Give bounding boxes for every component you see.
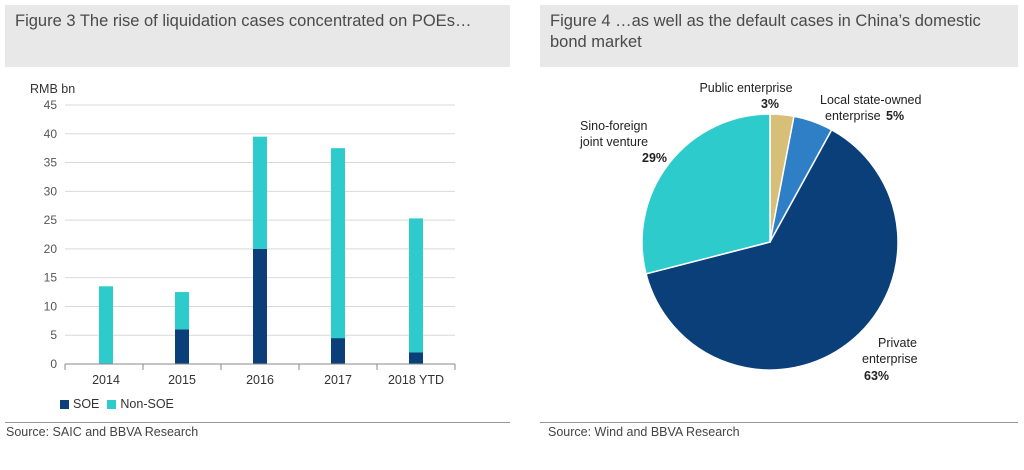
x-tick-label: 2017	[324, 373, 352, 387]
x-tick-label: 2015	[168, 373, 196, 387]
bar-soe	[175, 329, 189, 364]
pie-label-local-pct: 5%	[886, 109, 904, 123]
legend-label-non-soe: Non-SOE	[120, 397, 174, 411]
bar-non-soe	[409, 218, 423, 353]
x-tick-label: 2018 YTD	[388, 373, 444, 387]
pie-label-local-line1: Local state-owned	[820, 93, 922, 107]
x-tick-label: 2016	[246, 373, 274, 387]
stacked-bar-chart: 0 5 10 15 20 25 30 35 40 45 2014 2015 2016 2017 2018 Y…	[30, 82, 456, 387]
y-tick-label: 0	[50, 357, 57, 371]
left-chart-title: Figure 3 The rise of liquidation cases c…	[5, 5, 510, 67]
pie-label-sino-pct: 29%	[642, 151, 667, 165]
left-footer-rule	[5, 422, 510, 423]
pie-slice-sino	[641, 113, 771, 275]
x-tick-label: 2014	[92, 373, 120, 387]
y-tick-label: 35	[44, 156, 58, 170]
pie-label-public: Public enterprise 3%	[699, 81, 792, 111]
pie-label-public-name: Public enterprise	[699, 81, 792, 95]
pie-label-sino-line2: joint venture	[579, 135, 648, 149]
left-source-note: Source: SAIC and BBVA Research	[6, 425, 199, 439]
pie-label-private-pct: 63%	[864, 369, 889, 383]
bar-non-soe	[331, 148, 345, 339]
pie-label-sino-line1: Sino-foreign	[580, 119, 647, 133]
bar-legend: SOE Non-SOE	[60, 397, 174, 411]
legend-label-soe: SOE	[73, 397, 100, 411]
bar-soe	[331, 338, 345, 364]
pie-slices	[641, 113, 899, 371]
y-tick-label: 45	[44, 98, 58, 112]
pie-slice-private	[645, 128, 899, 371]
pie-label-public-pct: 3%	[761, 97, 779, 111]
right-source-note: Source: Wind and BBVA Research	[548, 425, 740, 439]
y-tick-label: 20	[44, 242, 58, 256]
pie-label-private: Private enterprise 63%	[862, 336, 918, 383]
bar-axis: 0 5 10 15 20 25 30 35 40 45 2014 2015 2016 2017 2018 Y…	[44, 98, 456, 387]
right-footer-rule	[540, 422, 1018, 423]
legend-item-soe: SOE	[60, 397, 99, 411]
pie-label-private-line2: enterprise	[862, 352, 918, 366]
y-tick-label: 40	[44, 127, 58, 141]
bar-non-soe	[99, 286, 113, 364]
legend-swatch-soe	[60, 399, 69, 409]
bar-soe	[409, 352, 423, 364]
pie-label-local-line2: enterprise	[825, 109, 881, 123]
y-tick-label: 15	[44, 271, 58, 285]
pie-label-sino: Sino-foreign joint venture 29%	[579, 119, 667, 165]
y-tick-label: 30	[44, 184, 58, 198]
y-tick-label: 10	[44, 299, 58, 313]
right-chart-title: Figure 4 …as well as the default cases i…	[540, 5, 1018, 67]
bar-non-soe	[253, 136, 267, 249]
bar-soe	[253, 248, 267, 364]
pie-chart: Public enterprise 3% Local state-owned e…	[579, 81, 922, 383]
y-tick-label: 25	[44, 213, 58, 227]
y-tick-label: 5	[50, 328, 57, 342]
y-axis-label: RMB bn	[30, 82, 75, 96]
bar-marks	[99, 136, 423, 364]
legend-swatch-non-soe	[107, 399, 117, 409]
pie-label-private-line1: Private	[878, 336, 917, 350]
pie-label-local: Local state-owned enterprise 5%	[820, 93, 922, 123]
legend-item-non-soe: Non-SOE	[107, 397, 174, 411]
bar-non-soe	[175, 292, 189, 330]
